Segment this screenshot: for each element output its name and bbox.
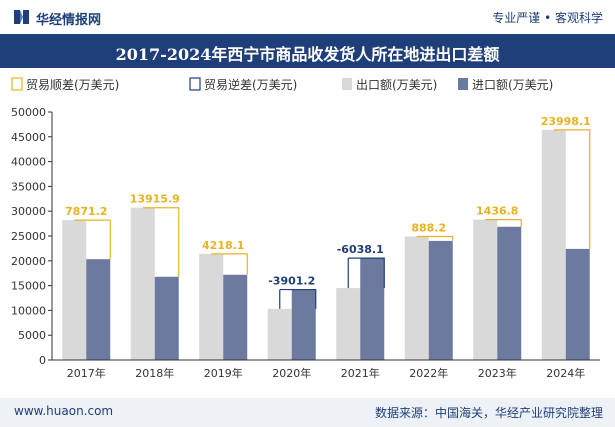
import-bar (223, 274, 248, 360)
y-tick-label: 45000 (11, 131, 46, 144)
import-bar (497, 226, 522, 360)
y-axis: 0 5000 10000 15000 20000 25000 30000 35000 40000… (11, 106, 53, 367)
surplus-bracket (416, 235, 454, 241)
x-tick-label: 2024年 (546, 366, 585, 380)
surplus-label: 4218.1 (202, 239, 244, 252)
bar-chart: 贸易顺差(万美元) 贸易逆差(万美元) 出口额(万美元) 进口额(万美元) 0 5000… (11, 77, 600, 380)
x-tick-label: 2023年 (478, 366, 517, 380)
year-group: 23998.1 (541, 115, 591, 360)
deficit-label: -6038.1 (337, 243, 384, 256)
legend-import: 进口额(万美元) (458, 78, 553, 92)
x-tick-label: 2021年 (341, 366, 380, 380)
import-bar (154, 276, 179, 360)
y-tick-label: 30000 (11, 205, 46, 218)
surplus-label: 13915.9 (130, 193, 180, 206)
legend-surplus: 贸易顺差(万美元) (11, 77, 119, 92)
year-group: 4218.1 (199, 239, 248, 360)
surplus-bracket (553, 129, 591, 249)
import-bar (86, 259, 111, 360)
y-tick-label: 25000 (11, 230, 46, 243)
x-tick-label: 2019年 (204, 366, 243, 380)
bars: 7871.2 13915.9 4218.1 -3901.2 -6038.1 888.2 14… (62, 115, 591, 360)
y-tick-label: 15000 (11, 280, 46, 293)
import-bar (565, 248, 590, 360)
deficit-bracket (279, 288, 317, 309)
x-axis: 2017年 2018年 2019年 2020年 2021年 2022年 2023年 2024年 (52, 359, 600, 380)
y-tick-label: 0 (39, 354, 46, 367)
year-group: 13915.9 (130, 193, 180, 360)
legend-surplus-label: 贸易顺差(万美元) (26, 78, 119, 92)
legend-import-label: 进口额(万美元) (472, 78, 553, 92)
legend-deficit: 贸易逆差(万美元) (189, 77, 297, 92)
y-tick-label: 10000 (11, 304, 46, 317)
import-bar (428, 240, 453, 360)
footer-url: www.huaon.com (14, 404, 114, 418)
surplus-label: 888.2 (411, 221, 446, 234)
y-tick-label: 50000 (11, 106, 46, 119)
legend-export-swatch (342, 78, 352, 90)
surplus-label: 23998.1 (541, 115, 591, 128)
y-tick-label: 5000 (18, 329, 46, 342)
export-bar (62, 220, 87, 360)
legend-deficit-label: 贸易逆差(万美元) (204, 77, 297, 92)
export-bar (541, 129, 566, 360)
export-bar (130, 207, 155, 360)
chart-title: 2017-2024年西宁市商品收发货人所在地进出口差额 (115, 45, 500, 64)
year-group: -6038.1 (336, 243, 385, 360)
export-bar (199, 253, 224, 360)
export-bar (404, 236, 429, 360)
deficit-bracket (348, 257, 385, 289)
legend-surplus-swatch (11, 77, 23, 91)
export-bar (473, 219, 498, 360)
legend-export-label: 出口额(万美元) (356, 78, 437, 92)
title-bar: 2017-2024年西宁市商品收发货人所在地进出口差额 (0, 34, 615, 68)
top-bar: 华经情报网 专业严谨 • 客观科学 (0, 0, 615, 34)
slogan: 专业严谨 • 客观科学 (492, 11, 603, 25)
x-tick-label: 2020年 (272, 366, 311, 380)
y-tick-label: 40000 (11, 156, 46, 169)
legend-export: 出口额(万美元) (342, 78, 437, 92)
year-group: 1436.8 (473, 205, 522, 360)
x-tick-label: 2022年 (409, 366, 448, 380)
brand-name: 华经情报网 (36, 13, 102, 28)
legend-import-swatch (458, 78, 468, 90)
surplus-bracket (74, 219, 111, 260)
export-bar (336, 288, 361, 360)
x-tick-label: 2017年 (67, 366, 106, 380)
x-tick-label: 2018年 (135, 366, 174, 380)
legend-deficit-swatch (189, 77, 201, 91)
footer-source: 数据来源：中国海关，华经产业研究院整理 (374, 406, 603, 420)
surplus-bracket (211, 253, 248, 275)
legend: 贸易顺差(万美元) 贸易逆差(万美元) 出口额(万美元) 进口额(万美元) (11, 77, 553, 92)
import-bar (360, 258, 385, 360)
y-tick-label: 35000 (11, 180, 46, 193)
year-group: 7871.2 (62, 205, 111, 360)
footer: www.huaon.com 数据来源：中国海关，华经产业研究院整理 (0, 398, 615, 427)
export-bar (267, 308, 292, 360)
import-bar (291, 289, 316, 360)
year-group: -3901.2 (267, 275, 317, 360)
deficit-label: -3901.2 (268, 275, 315, 288)
surplus-bracket (485, 219, 522, 227)
logo-icon (14, 10, 29, 24)
surplus-bracket (142, 207, 180, 277)
surplus-label: 1436.8 (476, 205, 518, 218)
y-tick-label: 20000 (11, 255, 46, 268)
surplus-label: 7871.2 (65, 205, 107, 218)
year-group: 888.2 (404, 221, 454, 360)
